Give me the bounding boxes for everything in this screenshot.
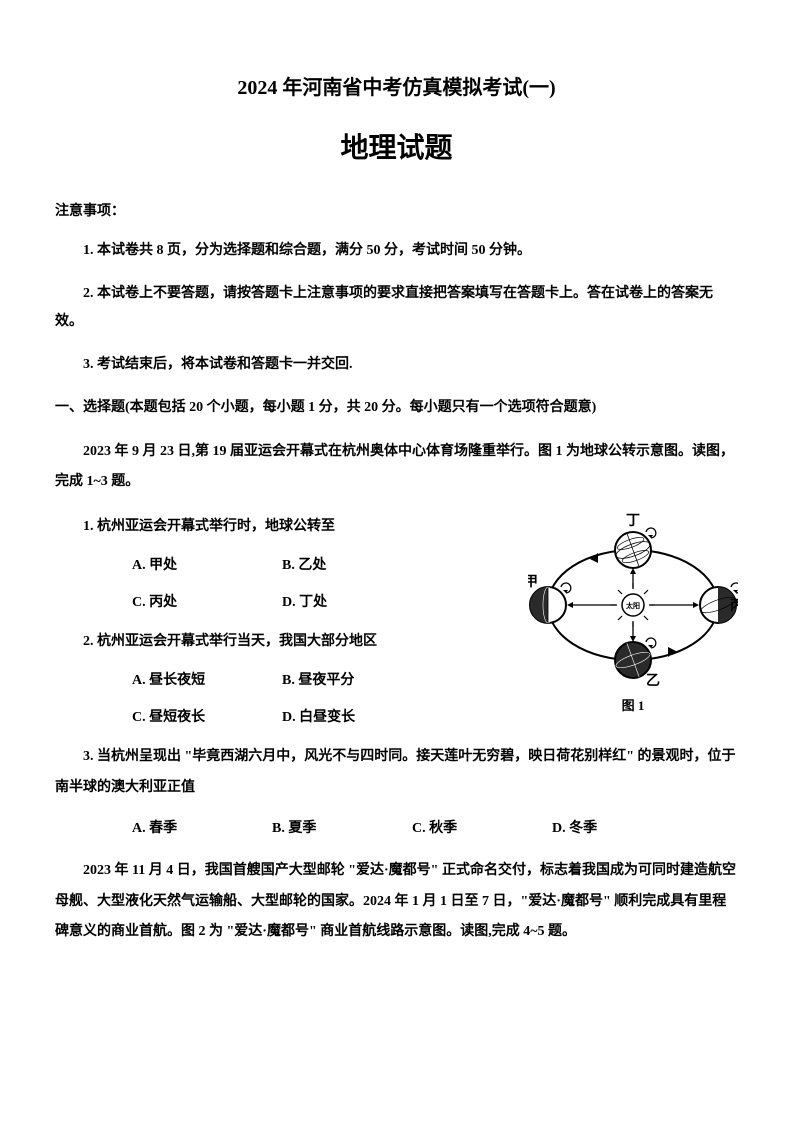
context-2: 2023 年 11 月 4 日，我国首艘国产大型邮轮 "爱达·魔都号" 正式命名…: [55, 856, 738, 948]
q1-option-d: D. 丁处: [282, 590, 432, 615]
q2-option-a: A. 昼长夜短: [132, 668, 282, 693]
q1-option-a: A. 甲处: [132, 553, 282, 578]
question-2: 2. 杭州亚运会开幕式举行当天，我国大部分地区 A. 昼长夜短 B. 昼夜平分 …: [55, 628, 738, 730]
q1-options-row2: C. 丙处 D. 丁处: [55, 590, 505, 615]
question-1: 1. 杭州亚运会开幕式举行时，地球公转至 A. 甲处 B. 乙处 C. 丙处 D…: [55, 513, 738, 615]
q2-options-row1: A. 昼长夜短 B. 昼夜平分: [55, 668, 505, 693]
question-3: 3. 当杭州呈现出 "毕竟西湖六月中，风光不与四时同。接天莲叶无穷碧，映日荷花别…: [55, 742, 738, 841]
q3-text: 3. 当杭州呈现出 "毕竟西湖六月中，风光不与四时同。接天莲叶无穷碧，映日荷花别…: [55, 742, 738, 804]
q3-options: A. 春季 B. 夏季 C. 秋季 D. 冬季: [55, 816, 738, 841]
q1-option-b: B. 乙处: [282, 553, 432, 578]
q1-options-row1: A. 甲处 B. 乙处: [55, 553, 505, 578]
q2-options-row2: C. 昼短夜长 D. 白昼变长: [55, 705, 505, 730]
subject-title: 地理试题: [55, 124, 738, 174]
q2-option-d: D. 白昼变长: [282, 705, 432, 730]
questions-with-figure: 太阳 丁 甲: [55, 513, 738, 730]
notice-item-2: 2. 本试卷上不要答题，请按答题卡上注意事项的要求直接把答案填写在答题卡上。答在…: [55, 280, 738, 336]
q3-option-c: C. 秋季: [412, 816, 552, 841]
section-1-header: 一、选择题(本题包括 20 个小题，每小题 1 分，共 20 分。每小题只有一个…: [55, 394, 738, 422]
main-title: 2024 年河南省中考仿真模拟考试(一): [55, 70, 738, 106]
notice-item-3: 3. 考试结束后，将本试卷和答题卡一并交回.: [55, 351, 738, 379]
q3-option-d: D. 冬季: [552, 816, 692, 841]
context-1: 2023 年 9 月 23 日,第 19 届亚运会开幕式在杭州奥体中心体育场隆重…: [55, 437, 738, 499]
q2-option-b: B. 昼夜平分: [282, 668, 432, 693]
q1-text: 1. 杭州亚运会开幕式举行时，地球公转至: [55, 513, 505, 541]
q2-option-c: C. 昼短夜长: [132, 705, 282, 730]
q3-text-content: 3. 当杭州呈现出 "毕竟西湖六月中，风光不与四时同。接天莲叶无穷碧，映日荷花别…: [55, 749, 736, 795]
notice-item-1: 1. 本试卷共 8 页，分为选择题和综合题，满分 50 分，考试时间 50 分钟…: [55, 237, 738, 265]
q3-option-b: B. 夏季: [272, 816, 412, 841]
q1-option-c: C. 丙处: [132, 590, 282, 615]
q2-text: 2. 杭州亚运会开幕式举行当天，我国大部分地区: [55, 628, 505, 656]
q3-option-a: A. 春季: [132, 816, 272, 841]
notice-header: 注意事项：: [55, 199, 738, 224]
